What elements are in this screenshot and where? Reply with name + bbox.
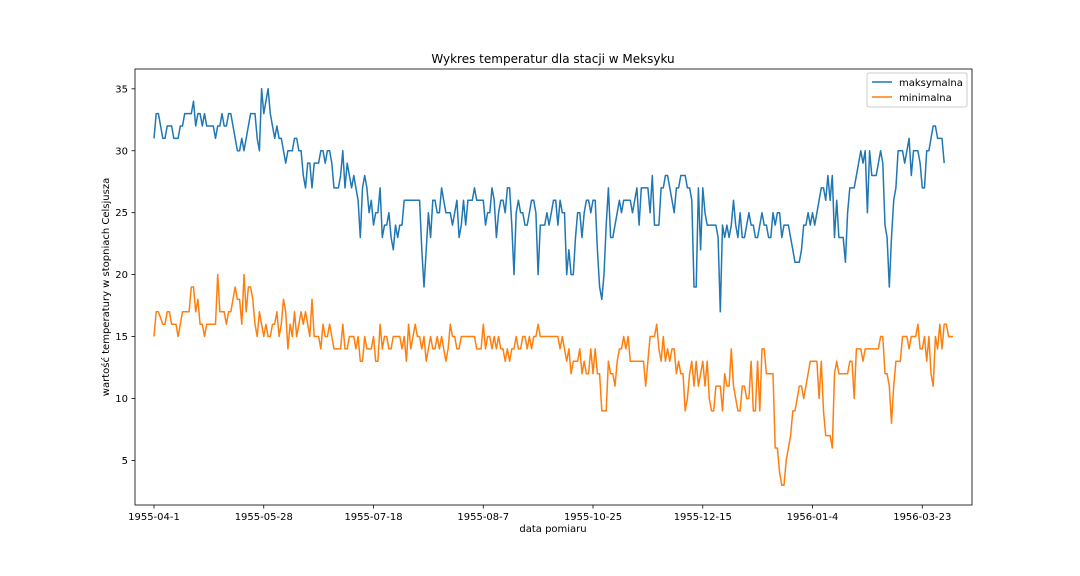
y-tick-label: 5 bbox=[122, 456, 128, 467]
series-line-maksymalna bbox=[153, 88, 945, 313]
chart-title: Wykres temperatur dla stacji w Meksyku bbox=[431, 52, 674, 66]
y-tick-label: 35 bbox=[115, 84, 128, 95]
x-tick-label: 1956-03-23 bbox=[893, 512, 951, 523]
x-tick-label: 1955-07-18 bbox=[344, 512, 402, 523]
legend: maksymalna minimalna bbox=[866, 72, 968, 108]
legend-label-maksymalna: maksymalna bbox=[899, 78, 963, 89]
y-tick-label: 20 bbox=[115, 270, 128, 281]
axes-frame bbox=[134, 68, 973, 506]
x-axis-label: data pomiaru bbox=[519, 524, 586, 535]
x-tick-label: 1955-10-25 bbox=[564, 512, 622, 523]
x-tick-label: 1956-01-4 bbox=[787, 512, 839, 523]
y-tick-label: 15 bbox=[115, 332, 128, 343]
x-tick-label: 1955-08-7 bbox=[457, 512, 509, 523]
x-tick-label: 1955-12-15 bbox=[674, 512, 732, 523]
plot-area: 5 10 15 20 25 30 35 1955-04-1 1955-05-28 1955-07-… bbox=[115, 68, 973, 523]
x-tick-label: 1955-05-28 bbox=[235, 512, 293, 523]
y-axis-label: wartość temperatury w stopniach Celsjusz… bbox=[100, 178, 112, 396]
series-line-minimalna bbox=[153, 273, 953, 486]
y-tick-label: 10 bbox=[115, 394, 128, 405]
y-tick-label: 30 bbox=[115, 146, 128, 157]
x-tick-label: 1955-04-1 bbox=[128, 512, 180, 523]
y-tick-label: 25 bbox=[115, 208, 128, 219]
legend-label-minimalna: minimalna bbox=[899, 93, 952, 104]
